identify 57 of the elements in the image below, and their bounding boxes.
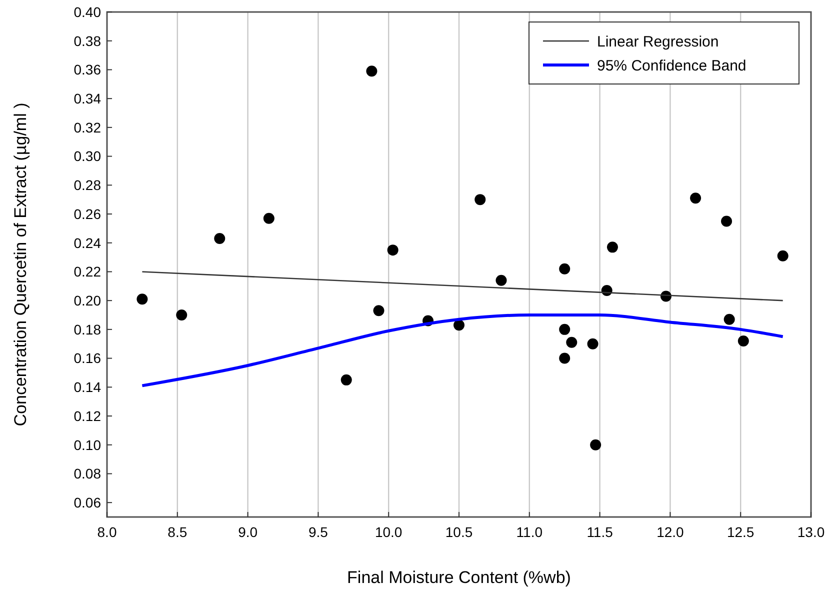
- point: [176, 310, 188, 320]
- line-series: [140, 314, 784, 388]
- point: [454, 320, 464, 331]
- y-tick-label: 0.18: [74, 321, 102, 338]
- x-axis-title: Final Moisture Content (%wb): [347, 568, 571, 587]
- point: [136, 294, 148, 305]
- x-tick-label: 9.5: [308, 524, 328, 540]
- point: [724, 314, 735, 325]
- y-tick-label: 0.22: [74, 264, 102, 280]
- point: [474, 194, 486, 206]
- point: [496, 274, 507, 286]
- point: [566, 336, 578, 348]
- y-tick-label: 0.12: [74, 408, 102, 424]
- legend-label: Linear Regression: [597, 33, 719, 50]
- point: [587, 338, 598, 350]
- point: [777, 250, 788, 262]
- point: [214, 233, 226, 244]
- y-tick-label: 0.24: [74, 234, 102, 251]
- y-tick-label: 0.40: [74, 4, 102, 20]
- y-tick-label: 0.10: [74, 436, 102, 453]
- y-tick-label: 0.06: [74, 494, 102, 510]
- x-tick-label: 12.0: [656, 524, 684, 540]
- y-tick-label: 0.30: [74, 148, 102, 164]
- y-tick-label: 0.32: [74, 119, 102, 136]
- point: [387, 244, 398, 256]
- x-tick-label: 10.0: [374, 524, 402, 540]
- y-tick-label: 0.38: [74, 32, 102, 49]
- x-tick-label: 8.5: [168, 524, 188, 540]
- point: [606, 242, 618, 253]
- y-tick-label: 0.28: [74, 177, 102, 194]
- point: [721, 216, 732, 227]
- x-tick-label: 9.0: [238, 524, 258, 540]
- y-tick-label: 0.08: [74, 466, 102, 482]
- y-tick-label: 0.26: [74, 206, 102, 222]
- point: [690, 192, 702, 204]
- legend-label: 95% Confidence Band: [597, 57, 746, 74]
- y-axis-title: Concentration Quercetin of Extract (µg/ml ): [11, 102, 30, 426]
- x-tick-label: 13.0: [797, 524, 825, 540]
- point: [366, 66, 378, 77]
- y-tick-label: 0.36: [74, 62, 102, 78]
- x-tick-label: 12.5: [726, 524, 754, 540]
- point: [340, 374, 352, 386]
- point: [373, 305, 384, 316]
- point: [559, 324, 570, 335]
- x-tick-label: 8.0: [97, 524, 117, 540]
- y-tick-label: 0.20: [74, 292, 102, 308]
- x-tick-label: 11.0: [516, 524, 543, 540]
- y-tick-label: 0.14: [74, 379, 102, 396]
- point: [590, 439, 602, 450]
- y-tick-label: 0.34: [74, 90, 102, 106]
- point: [559, 263, 570, 274]
- point: [559, 352, 570, 364]
- y-tick-label: 0.16: [74, 350, 102, 366]
- x-tick-label: 11.5: [586, 524, 614, 540]
- x-tick-label: 10.5: [445, 524, 473, 540]
- point: [263, 212, 274, 224]
- point: [738, 335, 749, 346]
